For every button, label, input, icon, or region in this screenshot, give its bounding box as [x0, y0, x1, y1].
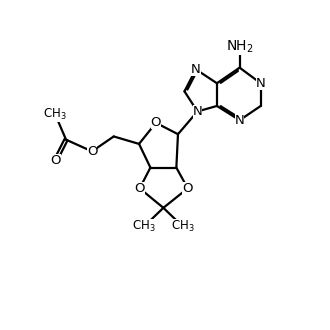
Text: O: O	[151, 116, 161, 129]
Text: O: O	[134, 182, 145, 195]
Text: CH$_3$: CH$_3$	[132, 219, 156, 234]
Text: N: N	[256, 77, 266, 90]
Text: CH$_3$: CH$_3$	[44, 107, 67, 122]
Text: O: O	[182, 182, 193, 195]
Text: N: N	[235, 114, 245, 127]
Text: NH$_2$: NH$_2$	[226, 38, 253, 55]
Text: O: O	[50, 154, 61, 167]
Text: O: O	[87, 145, 97, 158]
Text: N: N	[191, 63, 201, 76]
Text: N: N	[193, 105, 202, 118]
Text: CH$_3$: CH$_3$	[171, 219, 195, 234]
